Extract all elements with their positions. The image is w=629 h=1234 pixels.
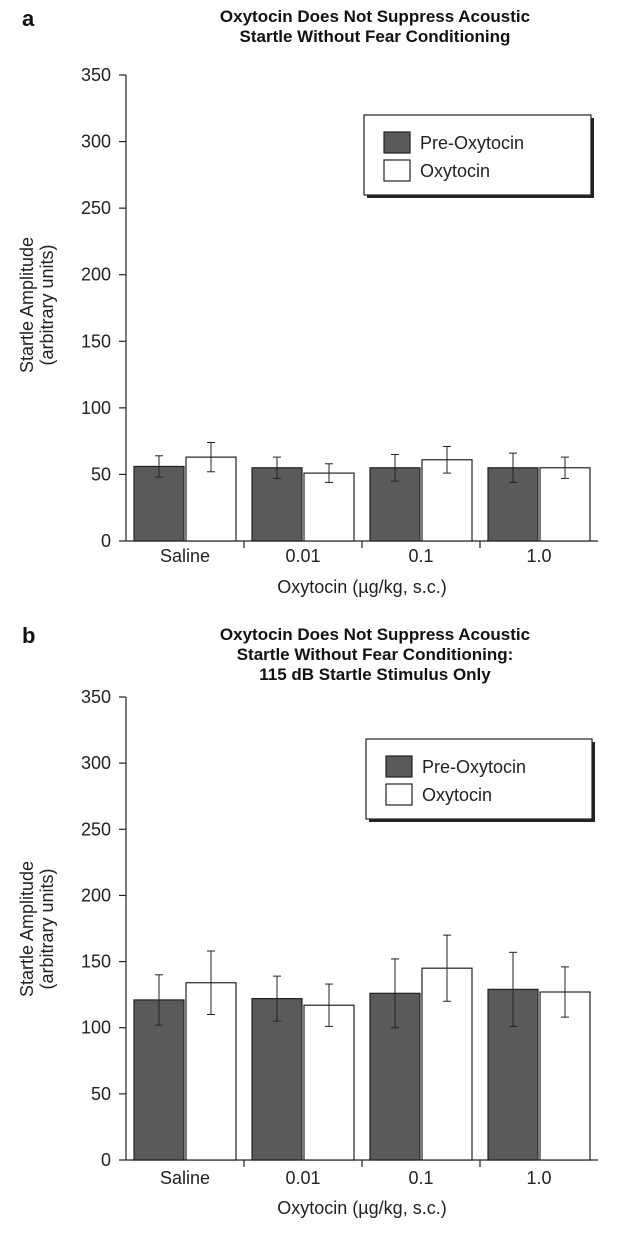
chart-title-line: Oxytocin Does Not Suppress Acoustic [220,625,530,644]
y-tick-label: 100 [81,398,111,418]
legend-box [363,114,592,196]
panel-letter: a [22,6,35,31]
chart-title-line: 115 dB Startle Stimulus Only [259,665,491,684]
y-tick-label: 350 [81,65,111,85]
legend-label: Pre-Oxytocin [422,757,526,777]
x-tick-label: 0.1 [408,1168,433,1188]
x-axis-label: Oxytocin (µg/kg, s.c.) [277,577,446,597]
legend-swatch [383,131,411,154]
bar-pre-oxytocin-0.01 [251,467,303,542]
y-tick-label: 0 [101,531,111,551]
bar-oxytocin-Saline [185,456,237,542]
bar-pre-oxytocin-0.01 [251,998,303,1161]
chart-title-line: Oxytocin Does Not Suppress Acoustic [220,7,530,26]
x-axis-label: Oxytocin (µg/kg, s.c.) [277,1198,446,1218]
y-tick-label: 50 [91,464,111,484]
chart-title-line: Startle Without Fear Conditioning [240,27,511,46]
bar-oxytocin-1.0 [539,467,591,542]
y-tick-label: 250 [81,819,111,839]
y-tick-label: 350 [81,687,111,707]
legend-swatch [385,755,413,778]
chart-title-line: Startle Without Fear Conditioning: [237,645,514,664]
y-tick-label: 0 [101,1150,111,1170]
y-tick-label: 250 [81,198,111,218]
y-axis-label: Startle Amplitude(arbitrary units) [17,237,57,373]
y-tick-label: 300 [81,132,111,152]
y-tick-label: 100 [81,1018,111,1038]
bar-pre-oxytocin-Saline [133,999,185,1161]
x-tick-label: 1.0 [526,1168,551,1188]
y-axis-label-line: Startle Amplitude [17,861,37,997]
bar-oxytocin-0.01 [303,472,355,542]
bar-pre-oxytocin-Saline [133,465,185,542]
y-tick-label: 150 [81,952,111,972]
x-tick-label: Saline [160,1168,210,1188]
panel-letter: b [22,623,35,648]
x-tick-label: 0.1 [408,546,433,566]
legend-label: Oxytocin [422,785,492,805]
y-axis-label-line: (arbitrary units) [37,244,57,365]
y-tick-label: 200 [81,885,111,905]
x-tick-label: 0.01 [285,546,320,566]
chart-panel-a: a Oxytocin Does Not Suppress AcousticStar… [17,6,598,597]
y-tick-label: 300 [81,753,111,773]
y-tick-label: 150 [81,331,111,351]
y-axis-label: Startle Amplitude(arbitrary units) [17,861,57,997]
legend-swatch [383,159,411,182]
x-tick-label: Saline [160,546,210,566]
bar-oxytocin-0.01 [303,1004,355,1161]
y-axis-label-line: (arbitrary units) [37,868,57,989]
y-tick-label: 50 [91,1084,111,1104]
chart-panel-b: b Oxytocin Does Not Suppress AcousticStar… [17,623,598,1218]
y-tick-label: 200 [81,265,111,285]
x-tick-label: 0.01 [285,1168,320,1188]
legend-box [365,738,593,820]
x-tick-label: 1.0 [526,546,551,566]
y-axis-label-line: Startle Amplitude [17,237,37,373]
legend-swatch [385,783,413,806]
legend-label: Oxytocin [420,161,490,181]
bar-oxytocin-1.0 [539,991,591,1161]
legend-label: Pre-Oxytocin [420,133,524,153]
